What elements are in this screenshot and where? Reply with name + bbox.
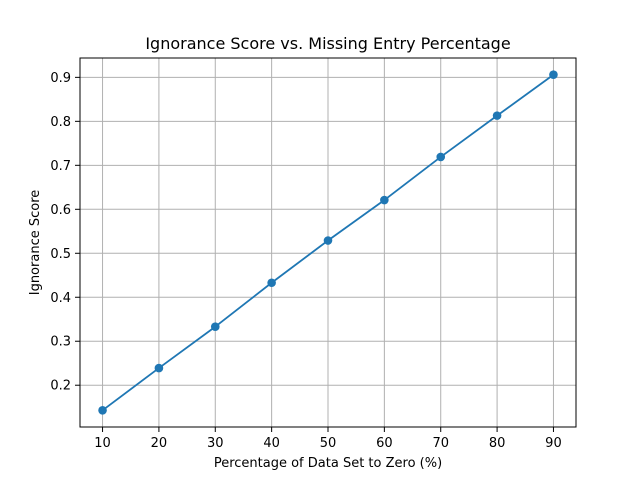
x-tick-label: 40 <box>263 436 280 451</box>
y-tick-label: 0.2 <box>50 379 71 394</box>
x-tick-label: 50 <box>320 436 337 451</box>
x-tick-label: 10 <box>94 436 111 451</box>
x-tick-label: 20 <box>151 436 168 451</box>
data-point <box>323 236 333 245</box>
x-axis-label: Percentage of Data Set to Zero (%) <box>214 456 442 471</box>
y-tick-label: 0.6 <box>50 203 71 218</box>
data-point <box>436 152 446 162</box>
y-axis-ticks: 0.2 0.3 0.4 0.5 0.6 0.7 0.8 0.9 <box>50 71 80 394</box>
data-point <box>549 70 558 80</box>
y-tick-label: 0.4 <box>50 291 71 306</box>
data-point <box>154 363 164 373</box>
y-axis-label: Ignorance Score <box>28 190 43 296</box>
y-tick-label: 0.9 <box>50 71 71 86</box>
x-tick-label: 80 <box>489 436 506 451</box>
data-point <box>492 111 502 120</box>
data-point <box>210 322 220 332</box>
data-point <box>98 405 107 415</box>
x-tick-label: 60 <box>376 436 393 451</box>
series-group <box>98 70 558 415</box>
y-tick-label: 0.3 <box>50 335 71 350</box>
x-tick-label: 90 <box>545 436 562 451</box>
y-tick-label: 0.5 <box>50 247 71 262</box>
x-tick-label: 30 <box>207 436 224 451</box>
data-point <box>267 278 276 288</box>
chart-title: Ignorance Score vs. Missing Entry Percen… <box>145 34 510 53</box>
y-tick-label: 0.7 <box>50 159 71 174</box>
x-axis-ticks: 10 20 30 40 50 60 70 80 90 <box>94 427 562 451</box>
x-tick-label: 70 <box>432 436 449 451</box>
y-tick-label: 0.8 <box>50 115 71 130</box>
data-point <box>380 195 389 205</box>
grid <box>80 58 576 427</box>
